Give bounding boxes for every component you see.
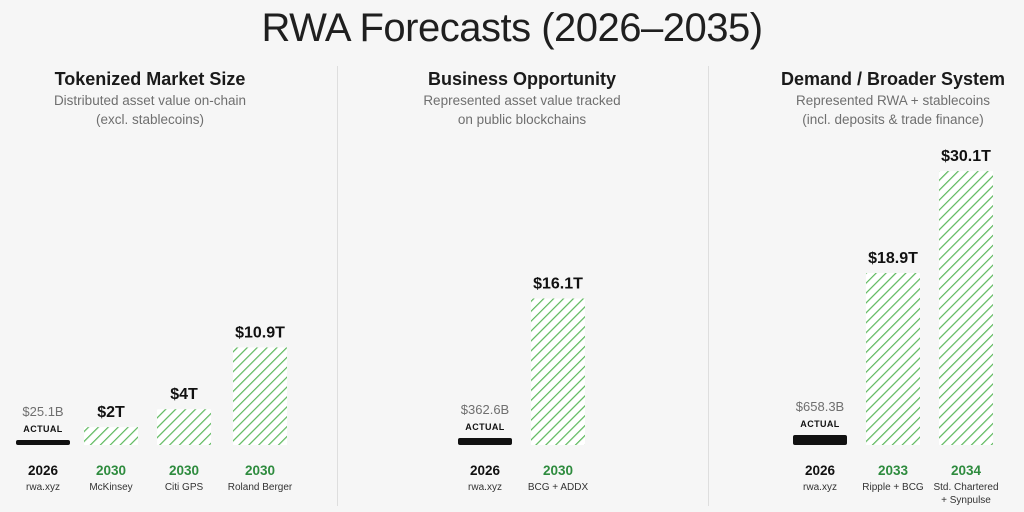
category-source: Std. Chartered xyxy=(933,482,998,493)
panel-title: Demand / Broader System xyxy=(781,69,1005,89)
page-title: RWA Forecasts (2026–2035) xyxy=(261,6,763,50)
bar-value-label: $10.9T xyxy=(235,324,285,341)
category-year: 2026 xyxy=(470,463,501,478)
bar-forecast xyxy=(157,409,211,445)
category-source: + Synpulse xyxy=(941,495,991,506)
bar-forecast xyxy=(84,427,138,445)
bar-forecast xyxy=(866,273,920,445)
category-source: McKinsey xyxy=(89,482,132,493)
panel-subtitle: on public blockchains xyxy=(458,112,587,127)
panel-title: Tokenized Market Size xyxy=(55,69,246,89)
panel-subtitle: Distributed asset value on-chain xyxy=(54,93,246,108)
category-year: 2033 xyxy=(878,463,909,478)
category-source: rwa.xyz xyxy=(803,482,837,493)
category-year: 2030 xyxy=(96,463,126,478)
bar-value-label: $362.6B xyxy=(461,402,509,417)
actual-tag: ACTUAL xyxy=(23,424,62,434)
category-source: rwa.xyz xyxy=(26,482,60,493)
category-year: 2034 xyxy=(951,463,982,478)
chart-panel: Tokenized Market Size Distributed asset v… xyxy=(16,69,293,493)
panel-subtitle: Represented asset value tracked xyxy=(423,93,620,108)
bar-value-label: $658.3B xyxy=(796,399,844,414)
bar-value-label: $2T xyxy=(97,404,125,421)
panel-title: Business Opportunity xyxy=(428,69,616,89)
category-year: 2026 xyxy=(805,463,836,478)
bar-actual xyxy=(793,435,847,445)
category-source: Roland Berger xyxy=(228,482,293,493)
panel-subtitle: (excl. stablecoins) xyxy=(96,112,204,127)
category-year: 2030 xyxy=(543,463,573,478)
bar-value-label: $30.1T xyxy=(941,148,991,165)
category-source: Ripple + BCG xyxy=(862,482,924,493)
panel-subtitle: Represented RWA + stablecoins xyxy=(796,93,990,108)
panel-divider xyxy=(708,66,709,506)
bar-value-label: $25.1B xyxy=(22,404,63,419)
category-source: Citi GPS xyxy=(165,482,204,493)
bar-value-label: $16.1T xyxy=(533,275,583,292)
category-year: 2026 xyxy=(28,463,59,478)
bar-forecast xyxy=(531,298,585,445)
bar-forecast xyxy=(233,347,287,445)
bar-forecast xyxy=(939,171,993,445)
bar-actual xyxy=(458,438,512,445)
category-source: rwa.xyz xyxy=(468,482,502,493)
panel-subtitle: (incl. deposits & trade finance) xyxy=(802,112,984,127)
chart-panel: Demand / Broader System Represented RWA +… xyxy=(781,69,1005,506)
panel-divider xyxy=(337,66,338,506)
actual-tag: ACTUAL xyxy=(465,422,504,432)
category-year: 2030 xyxy=(245,463,275,478)
actual-tag: ACTUAL xyxy=(800,419,839,429)
bar-value-label: $18.9T xyxy=(868,250,918,267)
bar-actual xyxy=(16,440,70,445)
category-year: 2030 xyxy=(169,463,199,478)
chart-panel: Business Opportunity Represented asset va… xyxy=(423,69,620,493)
bar-value-label: $4T xyxy=(170,386,198,403)
category-source: BCG + ADDX xyxy=(528,482,589,493)
